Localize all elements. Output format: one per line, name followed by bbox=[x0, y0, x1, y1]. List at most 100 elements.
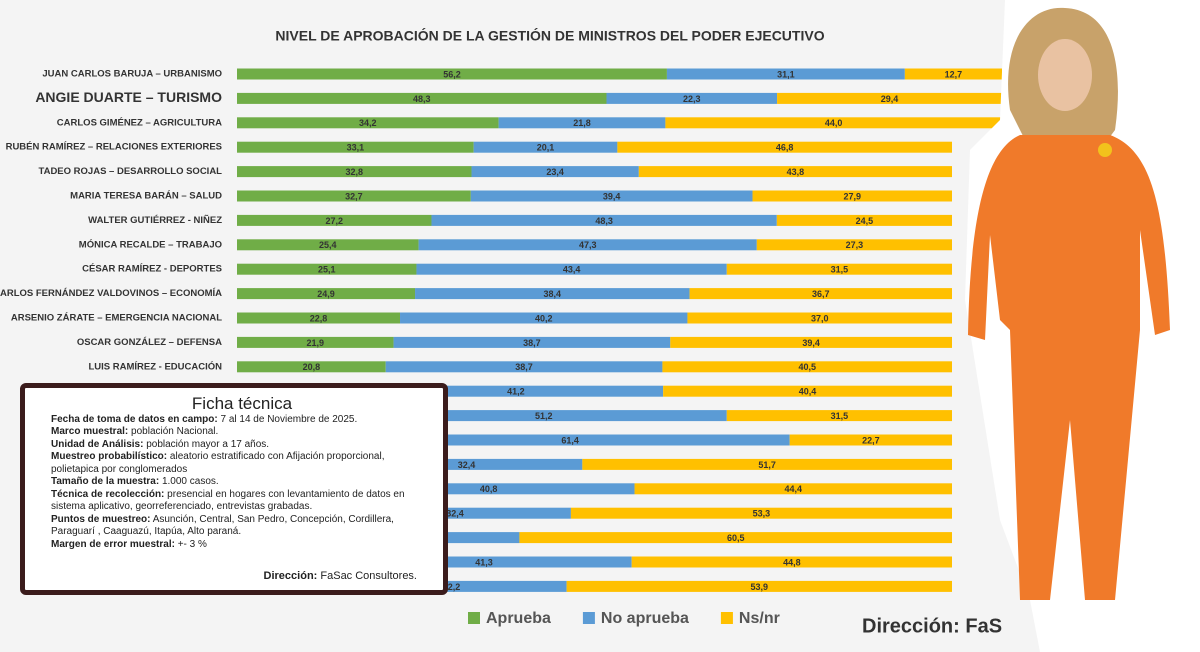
value-label: 36,7 bbox=[812, 289, 830, 299]
ficha-item: Fecha de toma de datos en campo: 7 al 14… bbox=[51, 414, 433, 427]
bar-segment bbox=[473, 141, 618, 153]
ficha-item: Unidad de Análisis: población mayor a 17… bbox=[51, 439, 433, 452]
bar-segment bbox=[360, 410, 727, 422]
bar-segment bbox=[617, 141, 952, 153]
bar-segment bbox=[393, 336, 671, 348]
value-label: 38,7 bbox=[523, 338, 541, 348]
ficha-tecnica: Ficha técnica Fecha de toma de datos en … bbox=[20, 383, 448, 595]
bar-segment bbox=[566, 580, 952, 592]
value-label: 22,8 bbox=[310, 313, 328, 323]
category-label: JUAN CARLOS BARUJA – URBANISMO bbox=[42, 69, 222, 80]
value-label: 27,3 bbox=[846, 240, 864, 250]
value-label: 24,5 bbox=[856, 216, 874, 226]
ficha-item: Muestreo probabilístico: aleatorio estra… bbox=[51, 451, 433, 476]
bar-segment bbox=[776, 214, 952, 226]
value-label: 51,2 bbox=[535, 411, 553, 421]
bar-segment bbox=[665, 117, 1002, 129]
value-label: 31,5 bbox=[831, 265, 849, 275]
legend-label: Aprueba bbox=[486, 610, 551, 627]
bar-segment bbox=[777, 92, 1002, 104]
bar-segment bbox=[400, 312, 688, 324]
ficha-item: Técnica de recolección: presencial en ho… bbox=[51, 489, 433, 514]
value-label: 40,8 bbox=[480, 484, 498, 494]
bar-segment bbox=[606, 92, 778, 104]
item-label: Muestreo probabilístico: bbox=[51, 451, 168, 462]
bar-segment bbox=[237, 214, 432, 226]
bar-segment bbox=[237, 312, 401, 324]
value-label: 56,2 bbox=[443, 69, 461, 79]
value-label: 22,3 bbox=[683, 94, 701, 104]
value-label: 21,9 bbox=[307, 338, 325, 348]
category-label: CARLOS FERNÁNDEZ VALDOVINOS – ECONOMÍA bbox=[0, 288, 222, 299]
value-label: 25,4 bbox=[319, 240, 337, 250]
legend-label: No aprueba bbox=[601, 610, 689, 627]
bar-segment bbox=[416, 263, 727, 275]
value-label: 31,1 bbox=[777, 69, 795, 79]
value-label: 60,5 bbox=[727, 533, 745, 543]
category-label: CÉSAR RAMÍREZ - DEPORTES bbox=[82, 264, 222, 275]
footer: Dirección: FaS bbox=[862, 615, 1002, 637]
bar-segment bbox=[237, 361, 386, 373]
value-label: 34,2 bbox=[359, 118, 377, 128]
item-label: Unidad de Análisis: bbox=[51, 438, 144, 450]
value-label: 51,7 bbox=[758, 460, 776, 470]
value-label: 46,8 bbox=[776, 143, 794, 153]
value-label: 43,8 bbox=[787, 167, 805, 177]
value-label: 48,3 bbox=[595, 216, 613, 226]
bar-segment bbox=[670, 336, 952, 348]
ficha-item: Puntos de muestreo: Asunción, Central, S… bbox=[51, 514, 433, 539]
item-text: +- 3 % bbox=[177, 538, 207, 550]
value-label: 41,2 bbox=[507, 387, 525, 397]
value-label: 32,4 bbox=[446, 509, 464, 519]
bar-segment bbox=[756, 239, 952, 251]
ficha-title: Ficha técnica bbox=[191, 394, 293, 413]
bar-segment bbox=[726, 410, 952, 422]
value-label: 27,9 bbox=[843, 191, 861, 201]
bar-segment bbox=[662, 361, 952, 373]
bar-segment bbox=[237, 92, 607, 104]
item-text: aleatorio estratificado con Afijación pr… bbox=[51, 451, 385, 475]
value-label: 24,9 bbox=[317, 289, 335, 299]
legend-swatch bbox=[720, 612, 733, 624]
bar-segment bbox=[498, 117, 666, 129]
category-label: CARLOS GIMÉNEZ – AGRICULTURA bbox=[57, 117, 222, 128]
item-text: presencial en hogares con levantamiento … bbox=[51, 488, 405, 513]
category-label: TADEO ROJAS – DESARROLLO SOCIAL bbox=[38, 166, 222, 177]
bar-segment bbox=[350, 458, 583, 470]
bar-segment bbox=[687, 312, 952, 324]
value-label: 38,4 bbox=[544, 289, 562, 299]
value-label: 43,4 bbox=[563, 265, 581, 275]
bar-segment bbox=[470, 190, 753, 202]
bar-segment bbox=[336, 556, 632, 568]
category-label: LUIS RAMÍREZ - EDUCACIÓN bbox=[88, 360, 222, 372]
bar-segment bbox=[666, 68, 905, 80]
bar-segment bbox=[385, 361, 663, 373]
bar-segment bbox=[350, 434, 790, 446]
bar-segment bbox=[237, 263, 417, 275]
value-label: 38,7 bbox=[515, 362, 533, 372]
value-label: 47,3 bbox=[579, 240, 597, 250]
value-label: 22,7 bbox=[862, 435, 880, 445]
value-label: 44,8 bbox=[783, 557, 801, 567]
item-text: 7 al 14 de Noviembre de 2025. bbox=[220, 413, 358, 425]
bar-segment bbox=[789, 434, 952, 446]
value-label: 27,2 bbox=[325, 216, 343, 226]
bar-segment bbox=[726, 263, 952, 275]
value-label: 32,2 bbox=[443, 582, 461, 592]
item-text: Asunción, Central, San Pedro, Concepción… bbox=[51, 513, 394, 538]
value-label: 41,3 bbox=[475, 557, 493, 567]
item-text: población mayor a 17 años. bbox=[146, 438, 270, 450]
chart-title: NIVEL DE APROBACIÓN DE LA GESTIÓN DE MIN… bbox=[275, 27, 824, 44]
value-label: 39,4 bbox=[603, 191, 621, 201]
bar-segment bbox=[342, 483, 635, 495]
category-label: ANGIE DUARTE – TURISMO bbox=[35, 89, 222, 105]
item-text: 1.000 casos. bbox=[161, 476, 219, 487]
bar-segment bbox=[471, 166, 639, 178]
bar-segment bbox=[237, 190, 471, 202]
value-label: 44,4 bbox=[785, 484, 803, 494]
category-label: MARIA TERESA BARÁN – SALUD bbox=[70, 191, 222, 202]
value-label: 44,0 bbox=[825, 118, 843, 128]
value-label: 48,3 bbox=[413, 94, 431, 104]
value-label: 33,1 bbox=[347, 143, 365, 153]
bar-segment bbox=[237, 117, 499, 129]
